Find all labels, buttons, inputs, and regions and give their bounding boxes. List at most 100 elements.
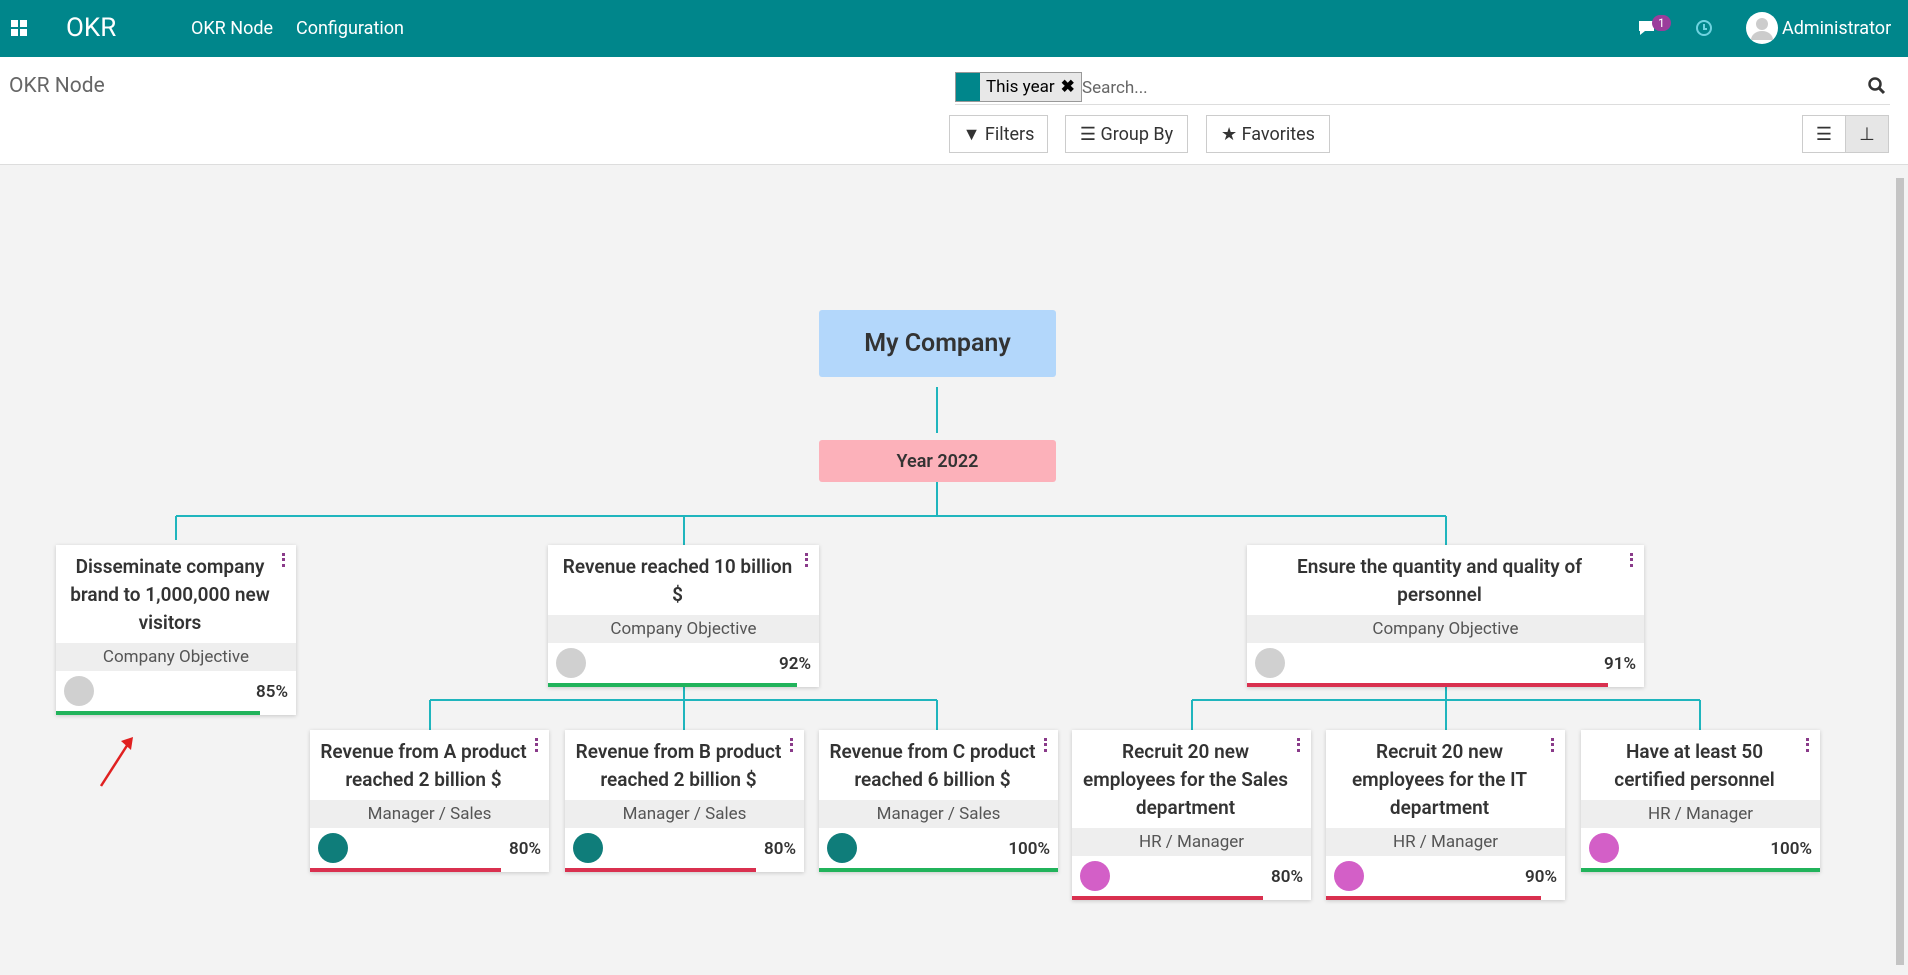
search-bar[interactable]: This year ✖ Search...: [955, 72, 1890, 105]
progress-label: 85%: [256, 682, 288, 702]
search-facet[interactable]: This year ✖: [955, 72, 1082, 102]
progress-label: 92%: [779, 654, 811, 674]
messages-icon[interactable]: [1637, 19, 1657, 37]
card-menu[interactable]: [805, 553, 811, 567]
tree-view-button[interactable]: ⊥: [1845, 115, 1889, 153]
assignee-avatar: [1334, 861, 1364, 891]
root-node[interactable]: My Company: [819, 310, 1056, 377]
progress-bar: [1247, 683, 1609, 687]
scrollbar[interactable]: [1896, 178, 1904, 965]
assignee-avatar: [318, 833, 348, 863]
progress-label: 91%: [1604, 654, 1636, 674]
card-subtitle: HR / Manager: [1326, 828, 1565, 856]
card-footer: 100%: [819, 828, 1058, 868]
card-title: Recruit 20 new employees for the IT depa…: [1351, 740, 1528, 819]
button-label: Filters: [984, 123, 1035, 145]
card-title: Disseminate company brand to 1,000,000 n…: [70, 555, 270, 634]
assignee-avatar: [64, 676, 94, 706]
app-name[interactable]: OKR: [66, 13, 117, 43]
card-subtitle: Company Objective: [1247, 615, 1644, 643]
card-subtitle: Company Objective: [548, 615, 819, 643]
objective-card[interactable]: Recruit 20 new employees for the IT depa…: [1326, 730, 1565, 900]
card-menu[interactable]: [282, 553, 288, 567]
card-title: Revenue from C product reached 6 billion…: [829, 740, 1036, 791]
card-footer: 80%: [565, 828, 804, 868]
progress-bar: [1072, 896, 1264, 900]
activity-icon[interactable]: [1694, 18, 1714, 38]
card-menu[interactable]: [535, 738, 541, 752]
progress-label: 80%: [764, 839, 796, 859]
objective-card[interactable]: Revenue reached 10 billion $ Company Obje…: [548, 545, 819, 687]
card-subtitle: Manager / Sales: [819, 800, 1058, 828]
objective-card[interactable]: Disseminate company brand to 1,000,000 n…: [56, 545, 296, 715]
card-footer: 91%: [1247, 643, 1644, 683]
card-menu[interactable]: [1551, 738, 1557, 752]
card-footer: 90%: [1326, 856, 1565, 896]
search-placeholder: Search...: [1082, 78, 1148, 98]
card-subtitle: Manager / Sales: [310, 800, 549, 828]
card-menu[interactable]: [790, 738, 796, 752]
facet-label: This year: [986, 77, 1055, 97]
breadcrumb: OKR Node: [9, 74, 105, 98]
progress-label: 90%: [1525, 867, 1557, 887]
menu-item[interactable]: Configuration: [296, 18, 404, 39]
objective-card[interactable]: Revenue from A product reached 2 billion…: [310, 730, 549, 872]
objective-card[interactable]: Revenue from B product reached 2 billion…: [565, 730, 804, 872]
card-title: Ensure the quantity and quality of perso…: [1297, 555, 1582, 606]
message-badge: 1: [1652, 15, 1671, 31]
progress-label: 80%: [509, 839, 541, 859]
list-view-button[interactable]: ☰: [1802, 115, 1846, 153]
card-title: Revenue reached 10 billion $: [562, 555, 793, 606]
card-menu[interactable]: [1630, 553, 1636, 567]
period-node[interactable]: Year 2022: [819, 440, 1056, 482]
menu-item[interactable]: OKR Node: [191, 18, 274, 39]
annotation-arrow: [99, 743, 130, 787]
progress-label: 80%: [1271, 867, 1303, 887]
card-footer: 80%: [1072, 856, 1311, 896]
assignee-avatar: [556, 648, 586, 678]
card-subtitle: HR / Manager: [1581, 800, 1820, 828]
card-title: Have at least 50 certified personnel: [1614, 740, 1775, 791]
progress-label: 100%: [1770, 839, 1812, 859]
assignee-avatar: [1080, 861, 1110, 891]
user-name[interactable]: Administrator: [1782, 18, 1892, 39]
card-title: Recruit 20 new employees for the Sales d…: [1083, 740, 1288, 819]
button-label: Favorites: [1241, 123, 1315, 145]
assignee-avatar: [827, 833, 857, 863]
progress-bar: [310, 868, 502, 872]
navbar: OKR OKR Node Configuration 1 Administrat…: [0, 0, 1908, 57]
progress-bar: [1326, 896, 1542, 900]
card-title: Revenue from A product reached 2 billion…: [320, 740, 527, 791]
apps-icon[interactable]: [11, 20, 27, 36]
card-subtitle: Company Objective: [56, 643, 296, 671]
card-subtitle: Manager / Sales: [565, 800, 804, 828]
progress-bar: [548, 683, 798, 687]
card-menu[interactable]: [1044, 738, 1050, 752]
assignee-avatar: [1255, 648, 1285, 678]
objective-card[interactable]: Revenue from C product reached 6 billion…: [819, 730, 1058, 872]
progress-bar: [1581, 868, 1820, 872]
card-menu[interactable]: [1297, 738, 1303, 752]
objective-card[interactable]: Ensure the quantity and quality of perso…: [1247, 545, 1644, 687]
progress-bar: [819, 868, 1058, 872]
card-footer: 85%: [56, 671, 296, 711]
user-avatar[interactable]: [1746, 12, 1778, 44]
progress-bar: [565, 868, 757, 872]
favorites-button[interactable]: ★ Favorites: [1206, 115, 1330, 153]
annotation-arrowhead: [121, 737, 133, 750]
objective-card[interactable]: Have at least 50 certified personnel HR /…: [1581, 730, 1820, 872]
card-subtitle: HR / Manager: [1072, 828, 1311, 856]
card-footer: 80%: [310, 828, 549, 868]
objective-card[interactable]: Recruit 20 new employees for the Sales d…: [1072, 730, 1311, 900]
card-menu[interactable]: [1806, 738, 1812, 752]
assignee-avatar: [1589, 833, 1619, 863]
progress-label: 100%: [1008, 839, 1050, 859]
button-label: Group By: [1100, 123, 1174, 145]
groupby-button[interactable]: ☰ Group By: [1065, 115, 1188, 153]
card-footer: 92%: [548, 643, 819, 683]
card-title: Revenue from B product reached 2 billion…: [575, 740, 782, 791]
search-icon[interactable]: [1868, 77, 1886, 95]
filters-button[interactable]: ▼ Filters: [949, 115, 1048, 153]
